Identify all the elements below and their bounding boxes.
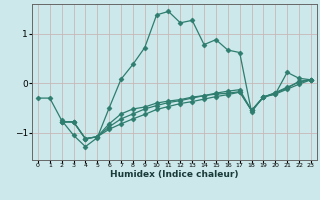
X-axis label: Humidex (Indice chaleur): Humidex (Indice chaleur) [110,170,239,179]
